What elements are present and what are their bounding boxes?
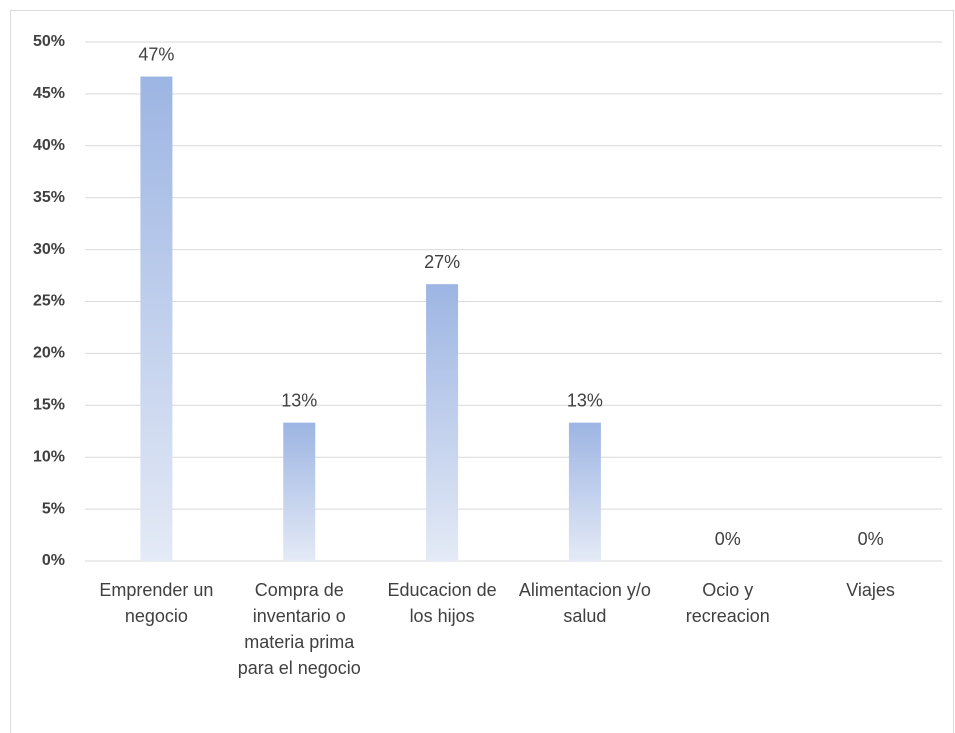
bar [426, 284, 459, 561]
y-tick-label: 10% [33, 448, 65, 465]
y-tick-label: 5% [42, 500, 65, 517]
x-tick-label: Compra de inventario o materia prima par… [237, 580, 361, 678]
y-tick-label: 35% [33, 189, 65, 206]
y-tick-label: 30% [33, 241, 65, 258]
value-label: 47% [138, 44, 174, 64]
value-label: 0% [715, 529, 741, 549]
value-label: 13% [281, 390, 317, 410]
x-tick-label: Ocio y recreacion [685, 580, 770, 626]
y-tick-label: 20% [33, 345, 65, 362]
chart-border [10, 10, 954, 733]
y-tick-label: 40% [33, 137, 65, 154]
y-tick-label: 0% [42, 552, 65, 569]
x-tick-label: Viajes [846, 580, 895, 600]
y-tick-label: 50% [33, 33, 65, 50]
bar [283, 422, 316, 561]
value-label: 13% [567, 390, 603, 410]
y-tick-label: 25% [33, 293, 65, 310]
x-tick-label: Alimentacion y/o salud [518, 580, 651, 626]
value-label: 0% [858, 529, 884, 549]
y-tick-label: 45% [33, 85, 65, 102]
x-tick-label: Emprender un negocio [99, 580, 214, 626]
y-tick-label: 15% [33, 397, 65, 414]
bar [140, 76, 173, 561]
x-tick-label: Educacion de los hijos [387, 580, 497, 626]
bar [568, 422, 601, 561]
value-label: 27% [424, 252, 460, 272]
